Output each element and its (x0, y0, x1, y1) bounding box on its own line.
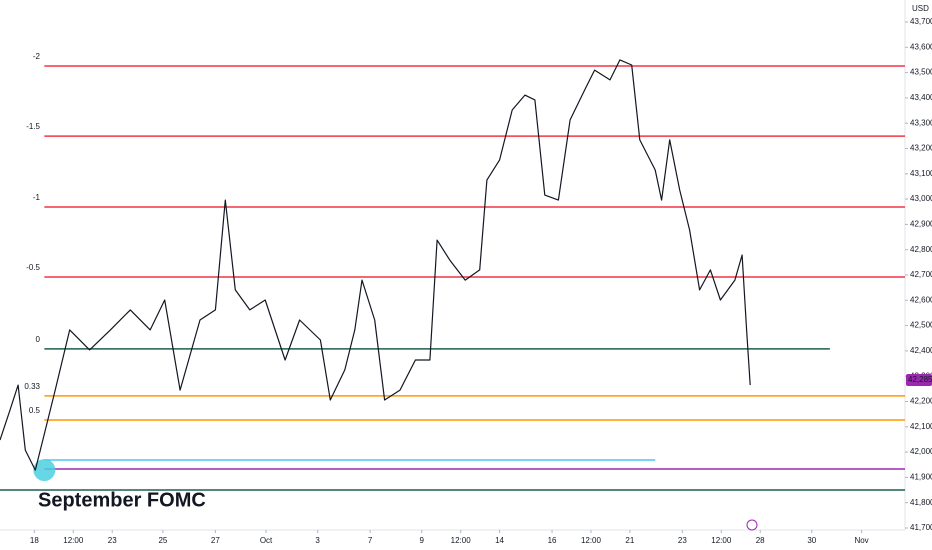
y-tick-label: 42,000 (910, 447, 932, 456)
y-tick-label: 42,800 (910, 245, 932, 254)
axis-unit: USD (912, 4, 929, 13)
y-tick-label: 43,400 (910, 93, 932, 102)
level-label: 0 (36, 335, 41, 344)
x-tick-label: 14 (495, 536, 504, 545)
x-tick-label: 12:00 (451, 536, 472, 545)
x-tick-label: 12:00 (711, 536, 732, 545)
level-label: 0.33 (24, 382, 40, 391)
level-label: -1 (33, 193, 41, 202)
level-label: -0.5 (26, 263, 40, 272)
y-tick-label: 42,500 (910, 321, 932, 330)
y-tick-label: 42,200 (910, 397, 932, 406)
y-tick-label: 43,700 (910, 17, 932, 26)
y-tick-label: 41,900 (910, 473, 932, 482)
x-tick-label: Nov (854, 536, 868, 545)
x-tick-label: 12:00 (63, 536, 84, 545)
y-tick-label: 43,500 (910, 68, 932, 77)
x-tick-label: 16 (548, 536, 557, 545)
level-label: -1.5 (26, 122, 40, 131)
x-tick-label: 27 (211, 536, 220, 545)
y-tick-label: 43,000 (910, 194, 932, 203)
y-tick-label: 43,600 (910, 42, 932, 51)
annotation-marker (33, 459, 56, 482)
last-price-label: 42,285 (908, 375, 932, 384)
y-tick-label: 43,200 (910, 144, 932, 153)
level-label: 0.5 (29, 406, 41, 415)
x-tick-label: 28 (756, 536, 765, 545)
x-tick-label: 21 (625, 536, 634, 545)
y-tick-label: 42,100 (910, 422, 932, 431)
price-line (0, 59, 751, 471)
y-tick-label: 42,700 (910, 270, 932, 279)
x-tick-label: 30 (807, 536, 816, 545)
x-tick-label: 3 (315, 536, 320, 545)
x-tick-label: 7 (368, 536, 373, 545)
event-icon (746, 519, 758, 531)
x-tick-label: Oct (260, 536, 273, 545)
level-label: -2 (33, 52, 41, 61)
y-tick-label: 42,900 (910, 220, 932, 229)
last-price-tag (906, 373, 932, 386)
x-tick-label: 9 (420, 536, 425, 545)
x-tick-label: 23 (678, 536, 687, 545)
y-tick-label: 43,100 (910, 169, 932, 178)
x-tick-label: 25 (158, 536, 167, 545)
x-tick-label: 18 (30, 536, 39, 545)
y-tick-label: 41,700 (910, 523, 932, 532)
y-tick-label: 43,300 (910, 118, 932, 127)
y-tick-label: 42,400 (910, 346, 932, 355)
y-tick-label: 41,800 (910, 498, 932, 507)
x-tick-label: 12:00 (581, 536, 602, 545)
x-tick-label: 23 (108, 536, 117, 545)
annotation-text: September FOMC (38, 489, 206, 511)
y-tick-label: 42,600 (910, 295, 932, 304)
